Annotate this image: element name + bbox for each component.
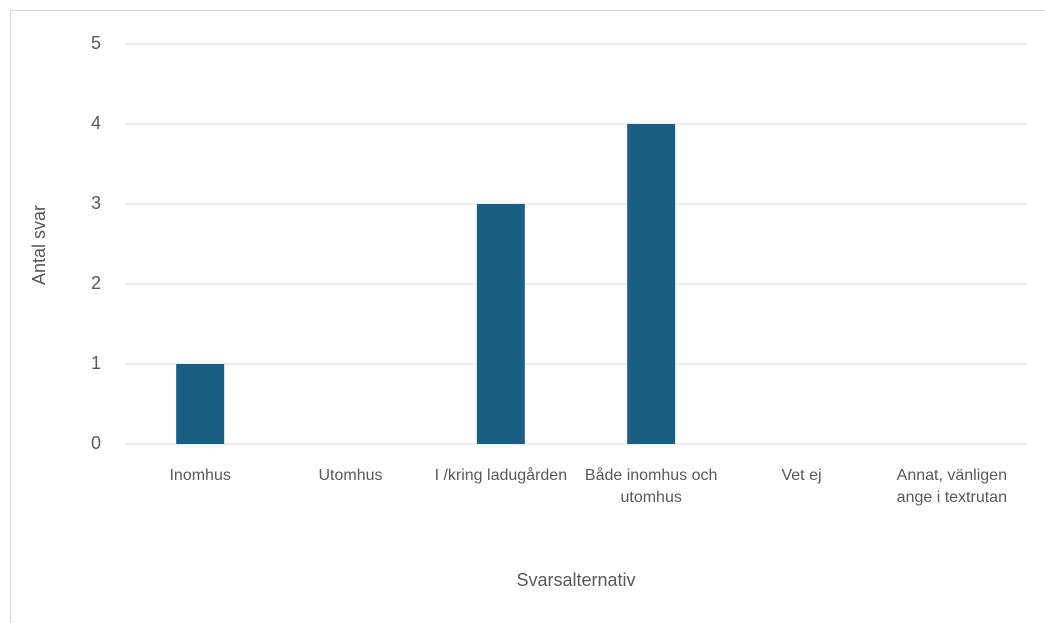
y-axis-title: Antal svar	[29, 205, 49, 285]
bar	[476, 204, 525, 444]
y-tick-label: 4	[91, 113, 101, 133]
bar	[627, 124, 676, 444]
y-tick-label: 3	[91, 193, 101, 213]
x-axis-title: Svarsalternativ	[516, 570, 635, 590]
x-tick-label: Annat, vänligen ange i textrutan	[896, 467, 1007, 506]
x-tick-label: I /kring ladugården	[434, 467, 568, 484]
x-tick-label: Inomhus	[169, 467, 231, 484]
bar	[176, 364, 225, 444]
x-tick-label: Utomhus	[318, 467, 383, 484]
x-tick-label: Både inomhus och utomhus	[584, 467, 718, 506]
y-tick-label: 1	[91, 353, 101, 373]
x-tick-label: Vet ej	[781, 467, 822, 484]
y-tick-label: 2	[91, 273, 101, 293]
y-tick-label: 0	[91, 433, 101, 453]
chart-border	[10, 10, 1045, 623]
y-tick-label: 5	[91, 33, 101, 53]
